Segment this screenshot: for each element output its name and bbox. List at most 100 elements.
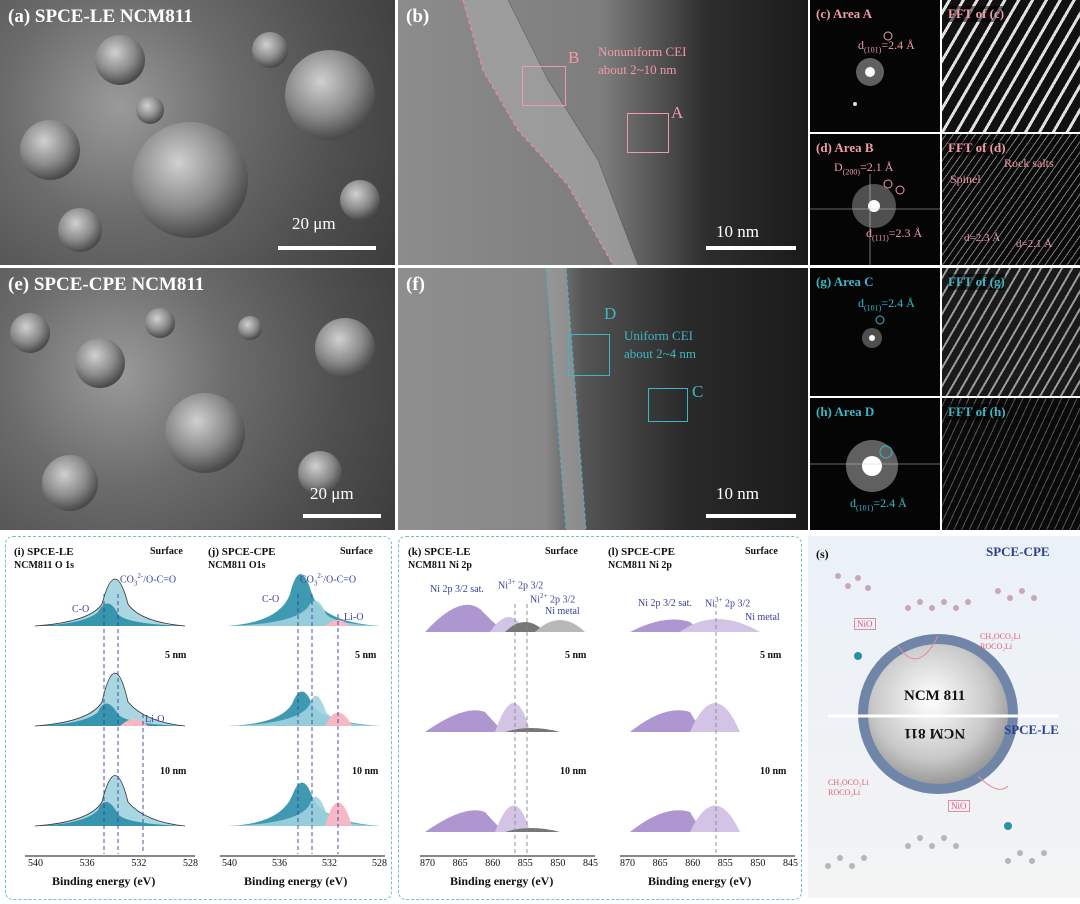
- xps-i-tick-2: 532: [131, 858, 147, 869]
- xps-j-title-2: NCM811 O1s: [208, 560, 266, 571]
- d-d-sub: (111): [872, 233, 889, 243]
- schematic-panel: (s) SPCE-CPE SPCE-LE NCM 811 NCM 811 NiO…: [808, 536, 1080, 898]
- schematic-letter: (s): [816, 547, 829, 561]
- panel-d-D-spacing: D(200)=2.1 Å: [834, 160, 893, 176]
- xps-k-ni3-rest: 2p 3/2: [515, 580, 544, 592]
- xps-k-tick-4: 850: [550, 858, 566, 869]
- d-D-sub: (200): [842, 167, 860, 177]
- xps-j-surface: Surface: [340, 546, 373, 557]
- cei-text-f-2: about 2~4 nm: [624, 346, 697, 361]
- sem-particles-a: [20, 32, 380, 252]
- xps-k-tick-5: 845: [582, 858, 598, 869]
- schematic-r1-top: CH₃OCO₂Li: [980, 632, 1021, 641]
- area-d-label: D: [604, 304, 617, 323]
- scale-label-a: 20 μm: [292, 214, 336, 233]
- xps-l-title-1: (l) SPCE-CPE: [608, 546, 675, 558]
- xps-k-ticks: 870 865 860 855 850 845: [420, 858, 598, 869]
- xps-l-title-2: NCM811 Ni 2p: [608, 560, 672, 571]
- xps-i-co: C-O: [72, 604, 90, 615]
- xps-l-tick-2: 860: [685, 858, 701, 869]
- scale-bar-b: [706, 246, 796, 250]
- scale-label-b: 10 nm: [716, 222, 759, 241]
- xps-l-sat: Ni 2p 3/2 sat.: [638, 598, 692, 609]
- h-d-val: =2.4 Å: [873, 496, 907, 510]
- schematic-nio-bottom: NiO: [948, 800, 970, 812]
- schematic-nio-top: NiO: [854, 618, 876, 630]
- sem-particles-e: [10, 308, 375, 511]
- panel-d-d-spacing: d(111)=2.3 Å: [866, 226, 922, 242]
- panel-h-d-spacing: d(101)=2.4 Å: [850, 496, 907, 512]
- xps-i-curves: [34, 578, 186, 854]
- xps-k-tick-3: 855: [517, 858, 533, 869]
- xps-j-tick-2: 532: [322, 858, 337, 869]
- xps-i-title-1: (i) SPCE-LE: [14, 546, 74, 558]
- area-a-label: A: [671, 103, 684, 122]
- xps-l-nimetal: Ni metal: [745, 612, 780, 623]
- scale-bar-f: [706, 514, 796, 518]
- xps-j-co3-rest: /O-C=O: [323, 574, 357, 586]
- scale-label-e: 20 μm: [310, 484, 354, 503]
- xps-k-title-1: (k) SPCE-LE: [408, 546, 471, 558]
- fft-c-title: FFT of (c): [948, 6, 1005, 22]
- schematic-le-label: SPCE-LE: [1004, 722, 1059, 737]
- xps-l-surface: Surface: [745, 546, 778, 557]
- c-d-prefix: d: [858, 38, 864, 52]
- area-b-box: [522, 66, 566, 106]
- xps-j-tick-0: 540: [222, 858, 237, 869]
- tem-image-f: (f) D C Uniform CEI about 2~4 nm 10 nm: [398, 268, 808, 530]
- panel-d-title: (d) Area B: [816, 140, 874, 155]
- xps-i-co3: CO32-/O-C=O: [120, 572, 176, 587]
- fft-panel-c: (c) Area A d(101)=2.4 Å: [810, 0, 940, 132]
- xps-k-tick-1: 865: [452, 858, 468, 869]
- schematic-r2-bottom: ROCO₂Li: [828, 788, 861, 797]
- xps-l-tick-4: 850: [750, 858, 766, 869]
- xps-i-10nm: 10 nm: [160, 766, 187, 777]
- xps-j-co3: CO32-/O-C=O: [300, 572, 356, 587]
- xps-k-ni3: Ni3+ 2p 3/2: [498, 578, 543, 591]
- xps-ni2p-frame: [398, 536, 802, 900]
- xps-k-5nm: 5 nm: [565, 650, 587, 661]
- xps-l-tick-5: 845: [782, 858, 798, 869]
- xps-k-title-2: NCM811 Ni 2p: [408, 560, 472, 571]
- xps-i-co3-base: CO: [120, 574, 134, 586]
- panel-g-title: (g) Area C: [816, 274, 874, 289]
- xps-j-ticks: 540 536 532 528: [222, 858, 387, 869]
- fft-panel-d: (d) Area B D(200)=2.1 Å d(111)=2.3 Å: [810, 134, 940, 265]
- xps-j-co3-sup: 2-: [317, 572, 324, 580]
- xps-k-tick-2: 860: [485, 858, 501, 869]
- xps-j-co3-base: CO: [300, 574, 314, 586]
- fft-of-h: FFT of (h): [942, 398, 1080, 530]
- xps-l-ni3: Ni3+ 2p 3/2: [705, 596, 750, 609]
- area-c-label: C: [692, 382, 704, 401]
- xps-j-10nm: 10 nm: [352, 766, 379, 777]
- xps-i-co3-sup: 2-: [137, 572, 144, 580]
- area-d-box: [568, 334, 610, 376]
- xps-j-co3-sub: 3: [313, 579, 318, 588]
- xps-i-lio: Li-O: [145, 714, 165, 725]
- schematic-r2-top: ROCO₂Li: [980, 642, 1013, 651]
- fft-h-title: FFT of (h): [948, 404, 1006, 420]
- xps-i-tick-0: 540: [28, 858, 43, 869]
- xps-k-ni2-rest: 2p 3/2: [547, 594, 576, 606]
- fft-d-title: FFT of (d): [948, 140, 1006, 156]
- xps-l-ni3-rest: 2p 3/2: [722, 598, 751, 610]
- xps-i-ticks: 540 536 532 528: [28, 858, 198, 869]
- panel-f-letter: (f): [406, 274, 425, 295]
- g-d-prefix: d: [858, 296, 864, 310]
- fft-d-d2: d=2.1 Å: [1016, 238, 1053, 250]
- xps-j-co: C-O: [262, 594, 280, 605]
- fft-of-g: FFT of (g): [942, 268, 1080, 396]
- xps-i-5nm: 5 nm: [165, 650, 187, 661]
- schematic-core-top: NCM 811: [904, 688, 966, 704]
- xps-k-ni2-base: Ni: [530, 594, 540, 606]
- g-d-val: =2.4 Å: [881, 296, 915, 310]
- xps-i-xlabel: Binding energy (eV): [52, 874, 156, 888]
- xps-k-sat: Ni 2p 3/2 sat.: [430, 584, 484, 595]
- xps-j-tick-1: 536: [272, 858, 287, 869]
- schematic-r1-bottom: CH₃OCO₂Li: [828, 778, 869, 787]
- panel-b-letter: (b): [406, 6, 430, 27]
- panel-a-title: (a) SPCE-LE NCM811: [8, 6, 193, 27]
- xps-o1s-frame: [5, 536, 392, 900]
- xps-j-title-1: (j) SPCE-CPE: [208, 546, 276, 558]
- xps-i-tick-1: 536: [79, 858, 95, 869]
